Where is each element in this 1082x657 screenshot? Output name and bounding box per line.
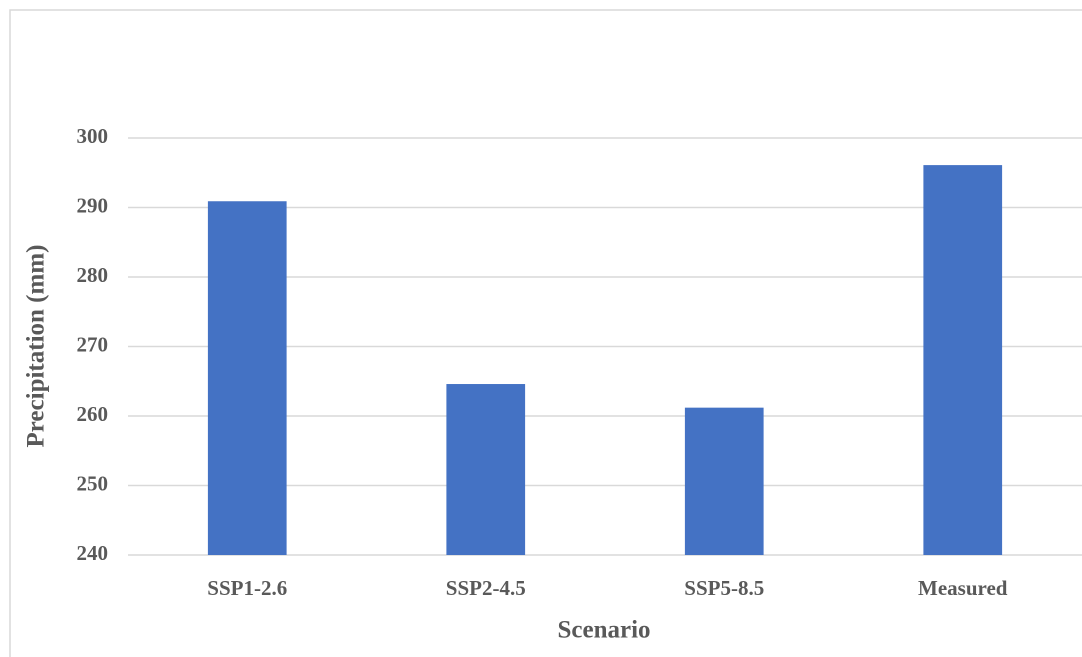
bar [207, 201, 287, 555]
chart-frame [9, 9, 1082, 657]
x-tick-label: SSP2-4.5 [446, 576, 526, 600]
y-tick-label: 240 [77, 541, 109, 565]
y-tick-label: 290 [77, 193, 109, 217]
y-tick-label: 280 [77, 263, 109, 287]
x-axis-title: Scenario [557, 617, 650, 644]
x-tick-label: Measured [918, 576, 1008, 600]
y-tick-label: 270 [77, 332, 109, 356]
bar [923, 165, 1003, 556]
y-tick-label: 300 [77, 124, 109, 148]
y-axis-title: Precipitation (mm) [23, 245, 50, 448]
x-tick-label: SSP5-8.5 [684, 576, 764, 600]
bar [446, 384, 526, 555]
y-tick-label: 260 [77, 402, 109, 426]
bar [684, 407, 764, 555]
y-tick-label: 250 [77, 471, 109, 495]
x-tick-label: SSP1-2.6 [207, 576, 287, 600]
